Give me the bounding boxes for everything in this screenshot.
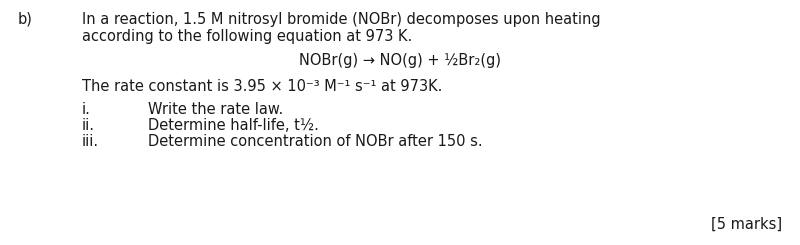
Text: i.: i.: [82, 102, 91, 117]
Text: In a reaction, 1.5 M nitrosyl bromide (NOBr) decomposes upon heating: In a reaction, 1.5 M nitrosyl bromide (N…: [82, 12, 601, 27]
Text: Determine concentration of NOBr after 150 s.: Determine concentration of NOBr after 15…: [148, 134, 482, 149]
Text: according to the following equation at 973 K.: according to the following equation at 9…: [82, 29, 412, 44]
Text: The rate constant is 3.95 × 10⁻³ M⁻¹ s⁻¹ at 973K.: The rate constant is 3.95 × 10⁻³ M⁻¹ s⁻¹…: [82, 79, 442, 94]
Text: Determine half-life, t½.: Determine half-life, t½.: [148, 118, 319, 133]
Text: Write the rate law.: Write the rate law.: [148, 102, 283, 117]
Text: b): b): [18, 12, 33, 27]
Text: [5 marks]: [5 marks]: [711, 217, 782, 232]
Text: ii.: ii.: [82, 118, 95, 133]
Text: NOBr(g) → NO(g) + ½Br₂(g): NOBr(g) → NO(g) + ½Br₂(g): [299, 53, 501, 68]
Text: iii.: iii.: [82, 134, 99, 149]
